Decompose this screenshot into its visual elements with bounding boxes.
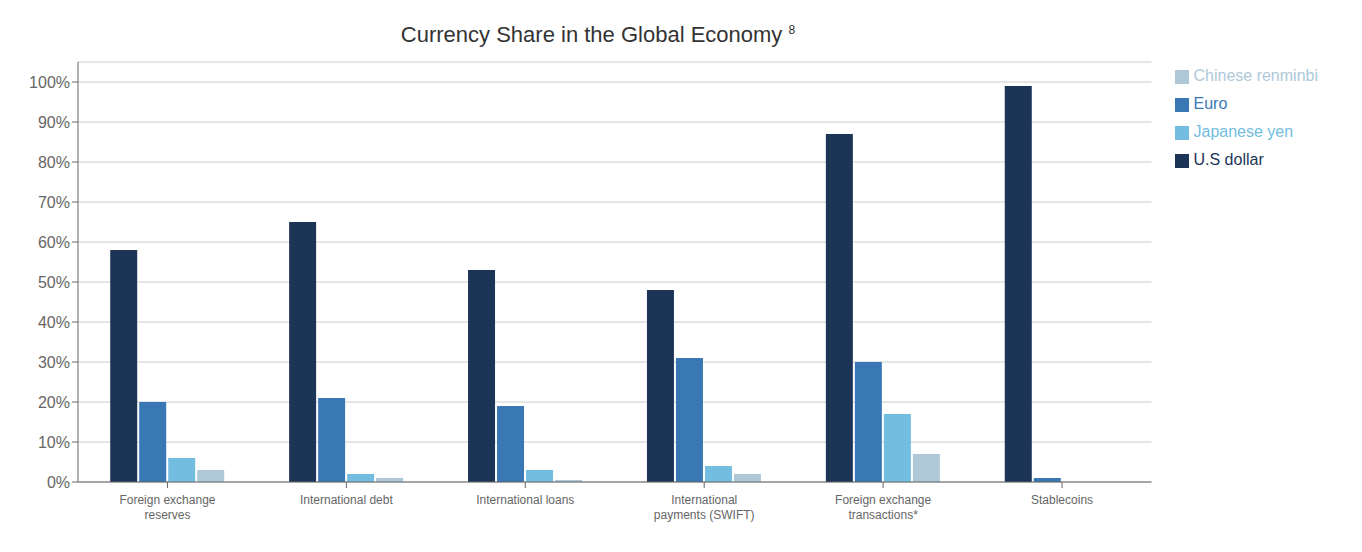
svg-text:International debt: International debt — [300, 493, 393, 507]
svg-text:0%: 0% — [47, 474, 70, 491]
svg-text:Foreign exchangetransactions*: Foreign exchangetransactions* — [835, 493, 931, 522]
html-text:Euro: Euro — [1193, 95, 1228, 112]
svg-text:Stablecoins: Stablecoins — [1031, 493, 1093, 507]
html-text:U.S dollar: U.S dollar — [1193, 151, 1264, 168]
svg-text:70%: 70% — [38, 194, 70, 211]
svg-text:60%: 60% — [38, 234, 70, 251]
html-text:Japanese yen: Japanese yen — [1193, 123, 1294, 140]
svg-text:90%: 90% — [38, 114, 70, 131]
svg-text:30%: 30% — [38, 354, 70, 371]
svg-text:50%: 50% — [38, 274, 70, 291]
html-text:Chinese renminbi: Chinese renminbi — [1193, 67, 1318, 84]
svg-text:80%: 80% — [38, 154, 70, 171]
svg-text:International loans: International loans — [476, 493, 574, 507]
svg-text:40%: 40% — [38, 314, 70, 331]
html-text:Currency Share in the Global E: Currency Share in the Global Economy8 — [400, 22, 796, 48]
svg-text:100%: 100% — [29, 74, 70, 91]
svg-text:Foreign exchangereserves: Foreign exchangereserves — [119, 493, 215, 522]
svg-text:Internationalpayments (SWIFT): Internationalpayments (SWIFT) — [654, 493, 755, 522]
svg-text:20%: 20% — [38, 394, 70, 411]
svg-text:10%: 10% — [38, 434, 70, 451]
